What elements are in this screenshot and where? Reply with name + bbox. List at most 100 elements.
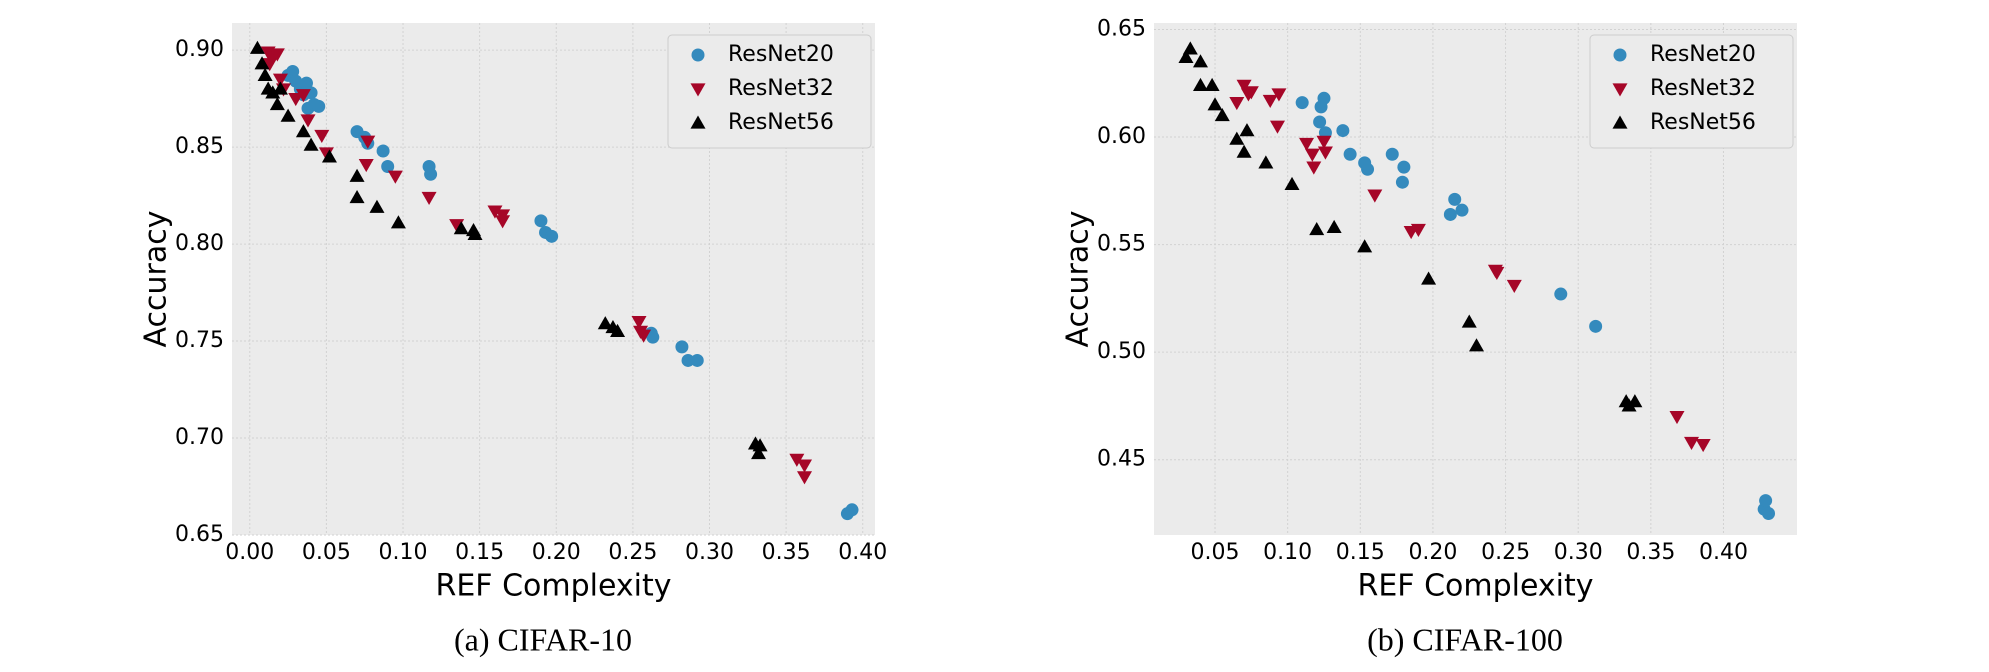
legend-label: ResNet20 <box>728 42 834 67</box>
point <box>254 56 270 70</box>
x-tick-label: 0.00 <box>225 540 274 565</box>
point <box>1192 77 1208 92</box>
point <box>1684 436 1700 450</box>
point <box>1271 88 1287 102</box>
caption: (b) CIFAR-100 <box>1367 621 1563 657</box>
point <box>312 99 326 113</box>
point <box>1309 222 1325 236</box>
x-tick-label: 0.35 <box>762 540 811 565</box>
point <box>467 226 483 241</box>
point <box>1204 77 1220 92</box>
x-tick-label: 0.15 <box>455 540 504 565</box>
x-tick-label: 0.40 <box>838 540 887 565</box>
point <box>1336 124 1350 138</box>
point <box>1304 148 1320 162</box>
point <box>280 108 296 122</box>
point <box>1299 137 1315 151</box>
point <box>751 446 767 460</box>
point <box>1284 176 1300 190</box>
point <box>797 459 813 473</box>
point <box>295 89 311 103</box>
y-tick-label: 0.85 <box>175 134 224 159</box>
legend-label: ResNet56 <box>728 110 834 135</box>
point <box>299 76 313 90</box>
point <box>272 73 288 87</box>
point <box>1243 86 1259 100</box>
x-tick-label: 0.10 <box>379 540 428 565</box>
legend-marker <box>690 115 706 129</box>
point <box>1236 144 1252 158</box>
caption: (a) CIFAR-10 <box>454 621 632 657</box>
point <box>1295 96 1309 110</box>
point <box>249 40 265 54</box>
point <box>349 168 365 182</box>
point <box>449 219 465 233</box>
legend-box <box>667 34 872 149</box>
point <box>1367 189 1383 203</box>
point <box>845 503 859 517</box>
point <box>681 353 695 367</box>
point <box>1229 131 1245 145</box>
point <box>376 144 390 158</box>
point <box>646 330 660 344</box>
y-tick-label: 0.75 <box>175 328 224 353</box>
point <box>1395 175 1409 189</box>
x-tick-label: 0.20 <box>1408 540 1457 565</box>
point <box>690 353 704 367</box>
point <box>321 149 337 163</box>
point <box>636 329 652 343</box>
point <box>597 316 613 330</box>
point <box>1229 96 1245 111</box>
point <box>1207 97 1223 111</box>
legend-marker <box>1612 83 1628 97</box>
x-tick-label: 0.30 <box>685 540 734 565</box>
y-tick-label: 0.55 <box>1097 232 1146 257</box>
point <box>1385 147 1399 161</box>
point <box>381 160 395 174</box>
x-axis-label: REF Complexity <box>435 569 671 604</box>
y-tick-label: 0.65 <box>1097 16 1146 41</box>
point <box>303 137 319 151</box>
point <box>1258 155 1274 169</box>
point <box>752 438 768 452</box>
point <box>1669 411 1685 425</box>
chart: 0.00 0.05 0.10 0.15 0.20 0.25 0.30 0.35 0.40 0.65… <box>139 23 887 657</box>
point <box>545 229 559 243</box>
point <box>1262 94 1278 108</box>
point <box>1762 506 1776 520</box>
point <box>1326 219 1342 233</box>
point <box>1239 123 1255 137</box>
legend-label: ResNet32 <box>1650 76 1756 101</box>
point <box>1554 287 1568 301</box>
point <box>424 167 438 181</box>
point <box>1448 192 1462 206</box>
point <box>1589 319 1603 333</box>
y-tick-label: 0.50 <box>1097 339 1146 364</box>
point <box>631 316 647 330</box>
point <box>360 135 376 149</box>
x-axis-label: REF Complexity <box>1357 569 1593 604</box>
point <box>265 85 281 99</box>
legend-marker <box>1613 48 1627 62</box>
point <box>1316 135 1332 149</box>
point <box>1313 115 1327 129</box>
point <box>610 323 626 337</box>
y-axis-label: Accuracy <box>139 211 174 348</box>
point <box>269 96 285 111</box>
point <box>1269 120 1285 134</box>
point <box>1214 108 1230 122</box>
point <box>300 114 316 128</box>
point <box>387 170 403 184</box>
y-tick-label: 0.60 <box>1097 124 1146 149</box>
x-tick-label: 0.15 <box>1336 540 1385 565</box>
point <box>421 191 437 206</box>
legend-label: ResNet20 <box>1650 42 1756 67</box>
x-tick-label: 0.05 <box>1191 540 1240 565</box>
legend-marker <box>691 48 705 62</box>
x-tick-label: 0.05 <box>302 540 351 565</box>
point <box>257 67 273 81</box>
x-tick-label: 0.40 <box>1699 540 1748 565</box>
point <box>1357 239 1373 253</box>
point <box>453 221 469 235</box>
point <box>1317 146 1333 160</box>
